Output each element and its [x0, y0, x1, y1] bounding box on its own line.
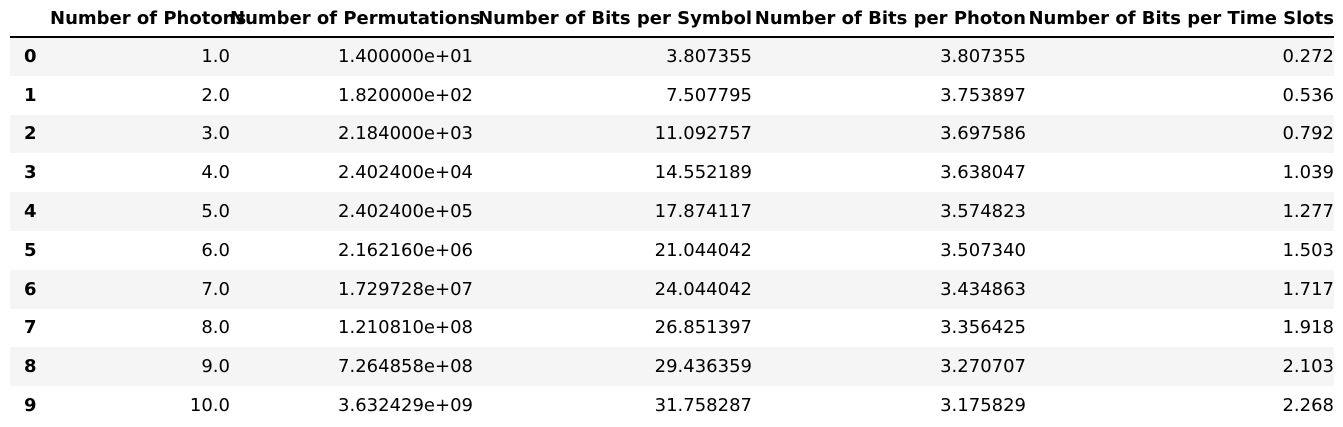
- table-row: 7 8.0 1.210810e+08 26.851397 3.356425 1.918: [10, 309, 1334, 348]
- row-index: 2: [24, 123, 37, 145]
- cell-photons: 5.0: [201, 201, 230, 223]
- table-row: 8 9.0 7.264858e+08 29.436359 3.270707 2.103: [10, 347, 1334, 387]
- cell-bits-per-symbol: 17.874117: [654, 201, 752, 223]
- dataframe-table: Number of Photons Number of Permutations…: [10, 0, 1334, 425]
- cell-photons: 3.0: [201, 123, 230, 145]
- cell-bits-per-time-slots: 2.103: [1282, 356, 1334, 378]
- cell-permutations: 1.729728e+07: [338, 278, 473, 300]
- column-header-bits-per-photon: Number of Bits per Photon: [752, 0, 1026, 38]
- cell-bits-per-time-slots: 1.918: [1282, 317, 1334, 339]
- cell-permutations: 3.632429e+09: [338, 395, 473, 417]
- cell-bits-per-symbol: 3.807355: [666, 46, 752, 68]
- cell-bits-per-symbol: 21.044042: [654, 239, 752, 261]
- cell-permutations: 2.402400e+04: [338, 162, 473, 184]
- cell-bits-per-time-slots: 0.272: [1282, 46, 1334, 68]
- cell-bits-per-photon: 3.807355: [940, 46, 1026, 68]
- index-header: [10, 0, 50, 38]
- cell-bits-per-time-slots: 1.039: [1282, 162, 1334, 184]
- row-index: 0: [24, 46, 37, 68]
- table-header: Number of Photons Number of Permutations…: [10, 0, 1334, 38]
- cell-permutations: 1.400000e+01: [338, 46, 473, 68]
- cell-bits-per-photon: 3.574823: [940, 201, 1026, 223]
- cell-photons: 2.0: [201, 84, 230, 106]
- table-row: 0 1.0 1.400000e+01 3.807355 3.807355 0.272: [10, 37, 1334, 76]
- column-header-photons: Number of Photons: [50, 0, 246, 38]
- cell-bits-per-photon: 3.507340: [940, 239, 1026, 261]
- row-index: 7: [24, 317, 37, 339]
- cell-bits-per-symbol: 7.507795: [666, 84, 752, 106]
- cell-bits-per-time-slots: 1.277: [1282, 201, 1334, 223]
- row-index: 9: [24, 395, 37, 417]
- table-row: 1 2.0 1.820000e+02 7.507795 3.753897 0.536: [10, 76, 1334, 115]
- column-header-bits-per-time-slots: Number of Bits per Time Slots: [1026, 0, 1334, 38]
- cell-bits-per-photon: 3.434863: [940, 278, 1026, 300]
- cell-photons: 7.0: [201, 278, 230, 300]
- table-row: 9 10.0 3.632429e+09 31.758287 3.175829 2.268: [10, 386, 1334, 425]
- dataframe-container: Number of Photons Number of Permutations…: [10, 0, 1334, 425]
- cell-photons: 9.0: [201, 356, 230, 378]
- cell-bits-per-photon: 3.697586: [940, 123, 1026, 145]
- column-header-bits-per-symbol: Number of Bits per Symbol: [473, 0, 752, 38]
- cell-permutations: 2.162160e+06: [338, 239, 473, 261]
- cell-photons: 8.0: [201, 317, 230, 339]
- row-index: 5: [24, 239, 37, 261]
- cell-bits-per-symbol: 14.552189: [654, 162, 752, 184]
- table-row: 3 4.0 2.402400e+04 14.552189 3.638047 1.039: [10, 153, 1334, 192]
- cell-photons: 1.0: [201, 46, 230, 68]
- table-body: 0 1.0 1.400000e+01 3.807355 3.807355 0.272 1 2.…: [10, 37, 1334, 425]
- cell-bits-per-time-slots: 0.536: [1282, 84, 1334, 106]
- table-row: 5 6.0 2.162160e+06 21.044042 3.507340 1.503: [10, 231, 1334, 270]
- row-index: 8: [24, 356, 37, 378]
- table-row: 2 3.0 2.184000e+03 11.092757 3.697586 0.792: [10, 114, 1334, 154]
- cell-bits-per-symbol: 26.851397: [654, 317, 752, 339]
- cell-bits-per-time-slots: 2.268: [1282, 395, 1334, 417]
- cell-bits-per-symbol: 31.758287: [654, 395, 752, 417]
- table-row: 6 7.0 1.729728e+07 24.044042 3.434863 1.717: [10, 269, 1334, 309]
- row-index: 3: [24, 162, 37, 184]
- cell-permutations: 7.264858e+08: [338, 356, 473, 378]
- cell-bits-per-photon: 3.356425: [940, 317, 1026, 339]
- cell-bits-per-time-slots: 1.503: [1282, 239, 1334, 261]
- cell-bits-per-time-slots: 0.792: [1282, 123, 1334, 145]
- cell-permutations: 2.402400e+05: [338, 201, 473, 223]
- cell-bits-per-symbol: 11.092757: [654, 123, 752, 145]
- header-row: Number of Photons Number of Permutations…: [10, 0, 1334, 38]
- cell-bits-per-photon: 3.270707: [940, 356, 1026, 378]
- cell-bits-per-symbol: 24.044042: [654, 278, 752, 300]
- cell-permutations: 1.210810e+08: [338, 317, 473, 339]
- row-index: 4: [24, 201, 37, 223]
- cell-photons: 4.0: [201, 162, 230, 184]
- cell-bits-per-symbol: 29.436359: [654, 356, 752, 378]
- cell-permutations: 1.820000e+02: [338, 84, 473, 106]
- row-index: 1: [24, 84, 37, 106]
- cell-photons: 6.0: [201, 239, 230, 261]
- row-index: 6: [24, 278, 37, 300]
- table-row: 4 5.0 2.402400e+05 17.874117 3.574823 1.277: [10, 192, 1334, 231]
- cell-bits-per-time-slots: 1.717: [1282, 278, 1334, 300]
- cell-permutations: 2.184000e+03: [338, 123, 473, 145]
- column-header-permutations: Number of Permutations: [230, 0, 481, 38]
- cell-bits-per-photon: 3.753897: [940, 84, 1026, 106]
- cell-bits-per-photon: 3.175829: [940, 395, 1026, 417]
- cell-bits-per-photon: 3.638047: [940, 162, 1026, 184]
- cell-photons: 10.0: [189, 395, 230, 417]
